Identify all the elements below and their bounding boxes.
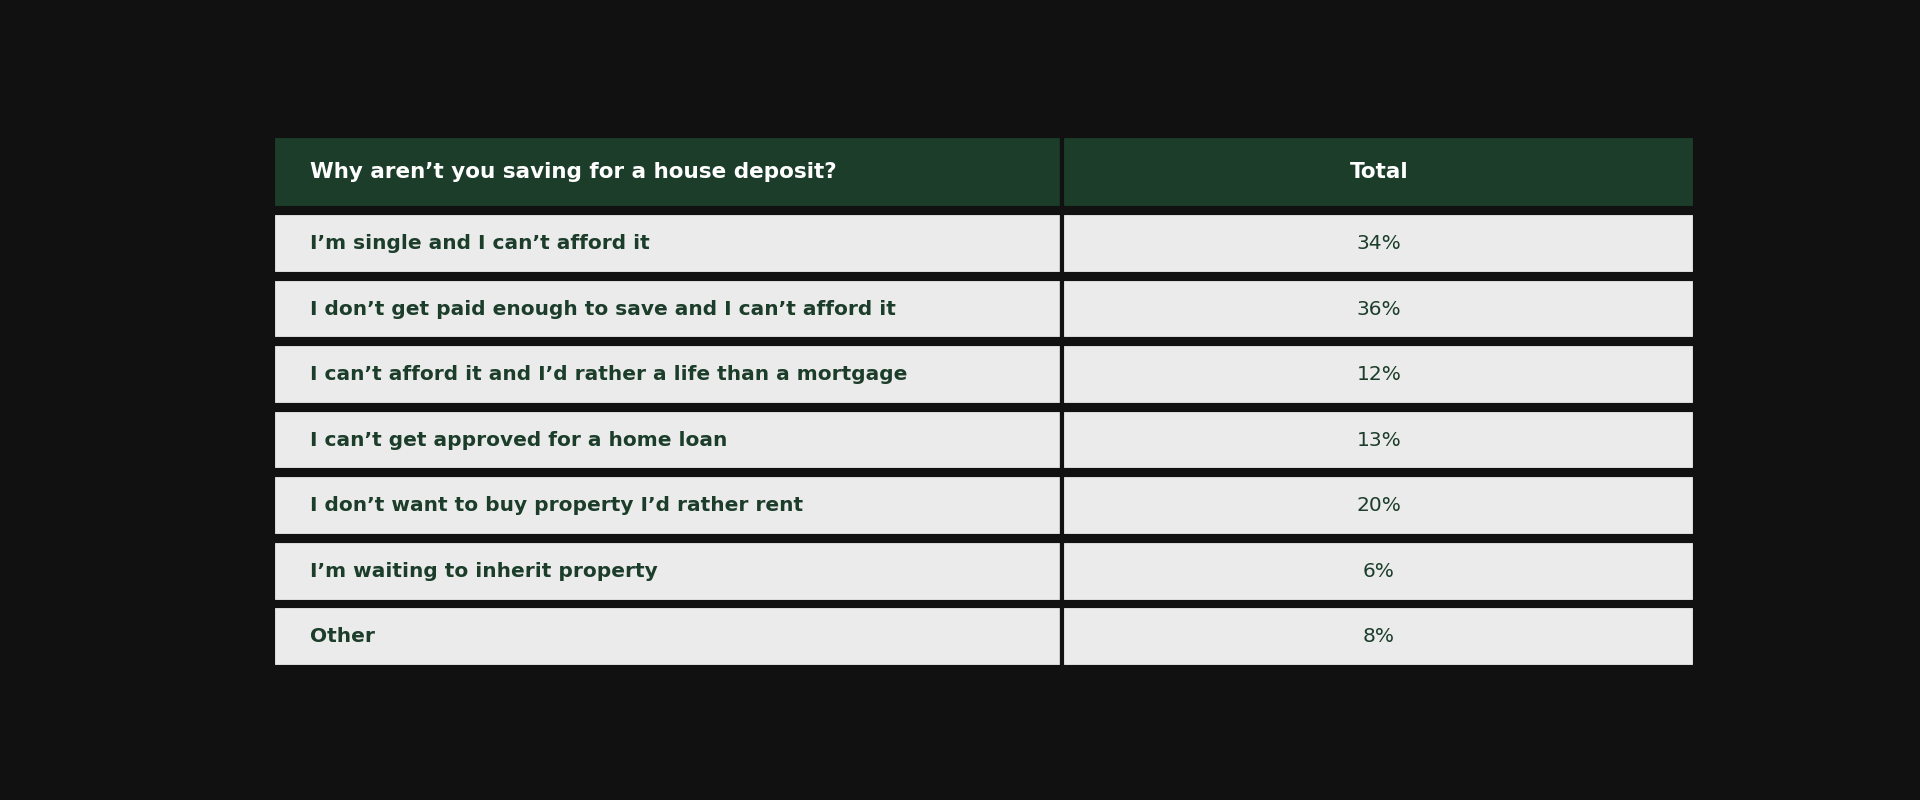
Bar xyxy=(273,410,1062,470)
Text: Total: Total xyxy=(1350,162,1407,182)
Text: Why aren’t you saving for a house deposit?: Why aren’t you saving for a house deposi… xyxy=(309,162,837,182)
Text: I’m waiting to inherit property: I’m waiting to inherit property xyxy=(309,562,659,581)
Text: I don’t want to buy property I’d rather rent: I don’t want to buy property I’d rather … xyxy=(309,496,803,515)
Bar xyxy=(1062,214,1695,274)
Text: I’m single and I can’t afford it: I’m single and I can’t afford it xyxy=(309,234,649,253)
Bar xyxy=(1062,136,1695,208)
Text: 36%: 36% xyxy=(1356,300,1402,318)
Text: 20%: 20% xyxy=(1356,496,1402,515)
Bar xyxy=(273,136,1062,208)
Text: Other: Other xyxy=(309,627,374,646)
Text: I can’t afford it and I’d rather a life than a mortgage: I can’t afford it and I’d rather a life … xyxy=(309,365,908,384)
Text: 13%: 13% xyxy=(1356,430,1402,450)
Text: 12%: 12% xyxy=(1356,365,1402,384)
Bar xyxy=(1062,410,1695,470)
Bar xyxy=(1062,344,1695,405)
Text: 34%: 34% xyxy=(1356,234,1402,253)
Text: I can’t get approved for a home loan: I can’t get approved for a home loan xyxy=(309,430,728,450)
Bar xyxy=(1062,475,1695,536)
Bar xyxy=(1062,606,1695,667)
Bar xyxy=(273,214,1062,274)
Bar xyxy=(273,541,1062,602)
Bar xyxy=(1062,279,1695,339)
Bar xyxy=(273,344,1062,405)
Bar xyxy=(273,475,1062,536)
Text: I don’t get paid enough to save and I can’t afford it: I don’t get paid enough to save and I ca… xyxy=(309,300,897,318)
Text: 6%: 6% xyxy=(1363,562,1394,581)
Text: 8%: 8% xyxy=(1363,627,1394,646)
Bar xyxy=(273,606,1062,667)
Bar xyxy=(273,279,1062,339)
Bar xyxy=(1062,541,1695,602)
